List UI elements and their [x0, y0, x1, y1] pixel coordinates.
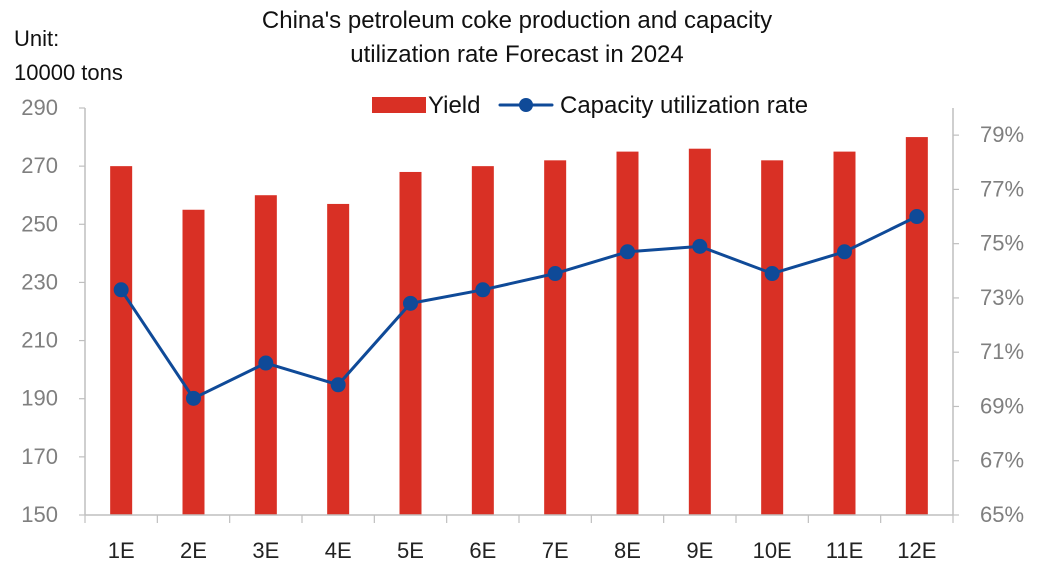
left-axis-tick-label: 170	[21, 444, 58, 469]
capacity-utilization-point	[547, 266, 563, 282]
unit-label: Unit: 10000 tons	[14, 26, 123, 85]
x-axis-tick-label: 4E	[325, 538, 352, 563]
yield-bar	[616, 151, 639, 515]
capacity-utilization-point	[909, 209, 925, 225]
x-axis-tick-label: 7E	[542, 538, 569, 563]
legend: Yield Capacity utilization rate	[372, 92, 808, 119]
right-y-axis: 65% 67% 69% 71% 73% 75% 77% 79%	[952, 108, 1024, 527]
right-axis-tick-label: 79%	[980, 122, 1024, 147]
yield-bar	[761, 160, 784, 516]
unit-label-line-2: 10000 tons	[14, 60, 123, 85]
x-axis-tick-label: 8E	[614, 538, 641, 563]
unit-label-line-1: Unit:	[14, 26, 59, 51]
legend-yield-swatch	[372, 97, 426, 113]
x-axis-tick-label: 9E	[686, 538, 713, 563]
left-axis-tick-label: 210	[21, 328, 58, 353]
x-axis-tick-label: 12E	[897, 538, 936, 563]
yield-bar	[182, 209, 205, 515]
legend-yield-label: Yield	[428, 92, 480, 119]
left-axis-tick-label: 190	[21, 386, 58, 411]
left-y-axis: 150 170 190 210 230 250 270 290	[21, 95, 86, 527]
chart-title: China's petroleum coke production and ca…	[262, 7, 772, 68]
x-axis-tick-label: 1E	[108, 538, 135, 563]
capacity-utilization-point	[837, 244, 852, 260]
left-axis-tick-label: 230	[21, 269, 58, 294]
right-axis-tick-label: 67%	[980, 448, 1024, 473]
capacity-utilization-point	[113, 282, 129, 298]
yield-bar	[327, 203, 350, 515]
chart-title-line-2: utilization rate Forecast in 2024	[350, 41, 684, 68]
x-axis-tick-label: 5E	[397, 538, 424, 563]
chart-title-line-1: China's petroleum coke production and ca…	[262, 7, 772, 34]
yield-bars	[110, 137, 928, 516]
x-axis-tick-label: 3E	[252, 538, 279, 563]
yield-bar	[254, 195, 277, 515]
right-axis-tick-label: 75%	[980, 231, 1024, 256]
capacity-utilization-point	[692, 238, 708, 254]
right-axis-tick-label: 65%	[980, 502, 1024, 527]
x-axis: 1E 2E 3E 4E 5E 6E 7E 8E 9E 10E 11E 12E	[84, 514, 954, 563]
right-axis-tick-label: 71%	[980, 339, 1024, 364]
yield-bar	[688, 148, 711, 515]
capacity-utilization-point	[403, 295, 418, 311]
left-axis-tick-label: 290	[21, 95, 58, 120]
left-axis-tick-label: 270	[21, 153, 58, 178]
capacity-utilization-point	[620, 244, 635, 260]
capacity-utilization-point	[330, 377, 346, 393]
legend-capacity-label: Capacity utilization rate	[560, 92, 808, 119]
capacity-utilization-line	[119, 215, 919, 400]
right-axis-tick-label: 73%	[980, 285, 1024, 310]
yield-bar	[399, 171, 422, 515]
yield-bar	[110, 166, 133, 515]
yield-bar	[544, 160, 567, 516]
x-axis-tick-label: 2E	[180, 538, 207, 563]
yield-bar	[471, 166, 494, 515]
left-axis-tick-label: 150	[21, 502, 58, 527]
capacity-utilization-point	[258, 355, 274, 371]
x-axis-tick-label: 10E	[753, 538, 792, 563]
x-axis-tick-label: 11E	[826, 538, 864, 563]
capacity-utilization-point	[475, 282, 491, 298]
legend-capacity-marker	[519, 98, 533, 112]
right-axis-tick-label: 69%	[980, 393, 1024, 418]
capacity-utilization-series	[113, 209, 925, 406]
yield-bar	[833, 151, 856, 515]
capacity-utilization-point	[186, 390, 201, 406]
x-axis-tick-label: 6E	[469, 538, 496, 563]
capacity-utilization-point	[764, 266, 780, 282]
yield-bar	[905, 137, 928, 516]
left-axis-tick-label: 250	[21, 211, 58, 236]
right-axis-tick-label: 77%	[980, 176, 1024, 201]
